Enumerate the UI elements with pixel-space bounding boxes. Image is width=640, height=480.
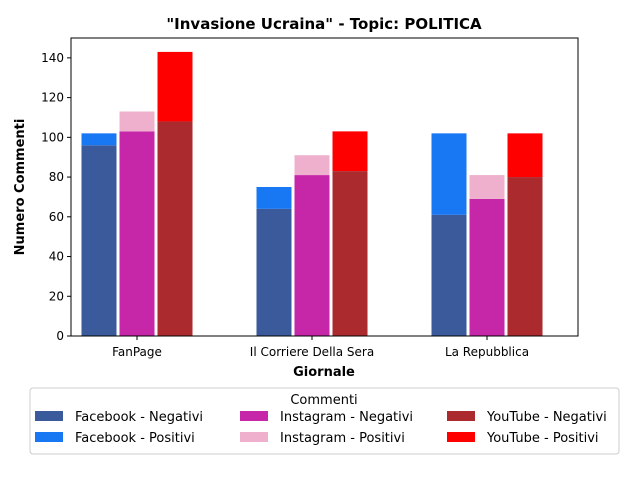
legend-label-instagram-negativi: Instagram - Negativi bbox=[280, 410, 413, 425]
x-axis-label: Giornale bbox=[293, 365, 355, 380]
bar-youtube-negativi-la-repubblica bbox=[507, 177, 543, 336]
bar-instagram-positivi-il-corriere-della-sera bbox=[294, 155, 330, 176]
x-tick-label-il-corriere-della-sera: Il Corriere Della Sera bbox=[250, 345, 374, 359]
legend-label-instagram-positivi: Instagram - Positivi bbox=[280, 431, 405, 446]
legend: Commenti Facebook - Negativi Facebook - P… bbox=[29, 387, 620, 455]
legend-swatch-facebook-negativi bbox=[35, 411, 63, 421]
y-tick-label: 20 bbox=[49, 289, 64, 303]
legend-label-facebook-negativi: Facebook - Negativi bbox=[75, 410, 203, 425]
y-tick-label: 60 bbox=[49, 210, 64, 224]
bar-youtube-positivi-la-repubblica bbox=[507, 133, 543, 178]
x-tick-label-fanpage: FanPage bbox=[112, 345, 162, 359]
y-tick-label: 100 bbox=[41, 130, 64, 144]
plot-frame bbox=[70, 37, 579, 337]
legend-swatch-facebook-positivi bbox=[35, 432, 63, 442]
bar-instagram-negativi-la-repubblica bbox=[469, 198, 505, 336]
chart-title: "Invasione Ucraina" - Topic: POLITICA bbox=[166, 15, 482, 33]
legend-swatch-instagram-positivi bbox=[240, 432, 268, 442]
bar-youtube-negativi-fanpage bbox=[157, 121, 193, 336]
legend-swatch-youtube-negativi bbox=[447, 411, 475, 421]
legend-label-facebook-positivi: Facebook - Positivi bbox=[75, 431, 195, 446]
bars-group bbox=[81, 51, 543, 336]
legend-swatch-instagram-negativi bbox=[240, 411, 268, 421]
bar-facebook-positivi-la-repubblica bbox=[431, 133, 467, 215]
y-tick-label: 120 bbox=[41, 91, 64, 105]
bar-instagram-positivi-fanpage bbox=[119, 111, 155, 132]
y-tick-label: 80 bbox=[49, 170, 64, 184]
bar-facebook-positivi-fanpage bbox=[81, 133, 117, 146]
bar-instagram-negativi-fanpage bbox=[119, 131, 155, 336]
y-tick-label: 140 bbox=[41, 51, 64, 65]
bar-facebook-negativi-il-corriere-della-sera bbox=[256, 208, 292, 336]
y-axis-label: Numero Commenti bbox=[13, 119, 28, 256]
bar-facebook-negativi-la-repubblica bbox=[431, 214, 467, 336]
x-axis: FanPage Il Corriere Della Sera La Repubbli… bbox=[112, 336, 529, 359]
bar-instagram-positivi-la-repubblica bbox=[469, 175, 505, 199]
bar-youtube-positivi-fanpage bbox=[157, 51, 193, 122]
legend-title: Commenti bbox=[290, 393, 357, 408]
legend-label-youtube-negativi: YouTube - Negativi bbox=[486, 410, 607, 425]
x-tick-label-la-repubblica: La Repubblica bbox=[445, 345, 529, 359]
bar-instagram-negativi-il-corriere-della-sera bbox=[294, 175, 330, 336]
y-tick-label: 40 bbox=[49, 250, 64, 264]
bar-youtube-positivi-il-corriere-della-sera bbox=[332, 131, 368, 172]
y-tick-label: 0 bbox=[56, 329, 64, 343]
bar-facebook-negativi-fanpage bbox=[81, 145, 117, 336]
y-axis: 0 20 40 60 80 100 120 140 bbox=[41, 51, 71, 343]
bar-youtube-negativi-il-corriere-della-sera bbox=[332, 171, 368, 336]
legend-label-youtube-positivi: YouTube - Positivi bbox=[486, 431, 599, 446]
legend-swatch-youtube-positivi bbox=[447, 432, 475, 442]
bar-facebook-positivi-il-corriere-della-sera bbox=[256, 187, 292, 209]
